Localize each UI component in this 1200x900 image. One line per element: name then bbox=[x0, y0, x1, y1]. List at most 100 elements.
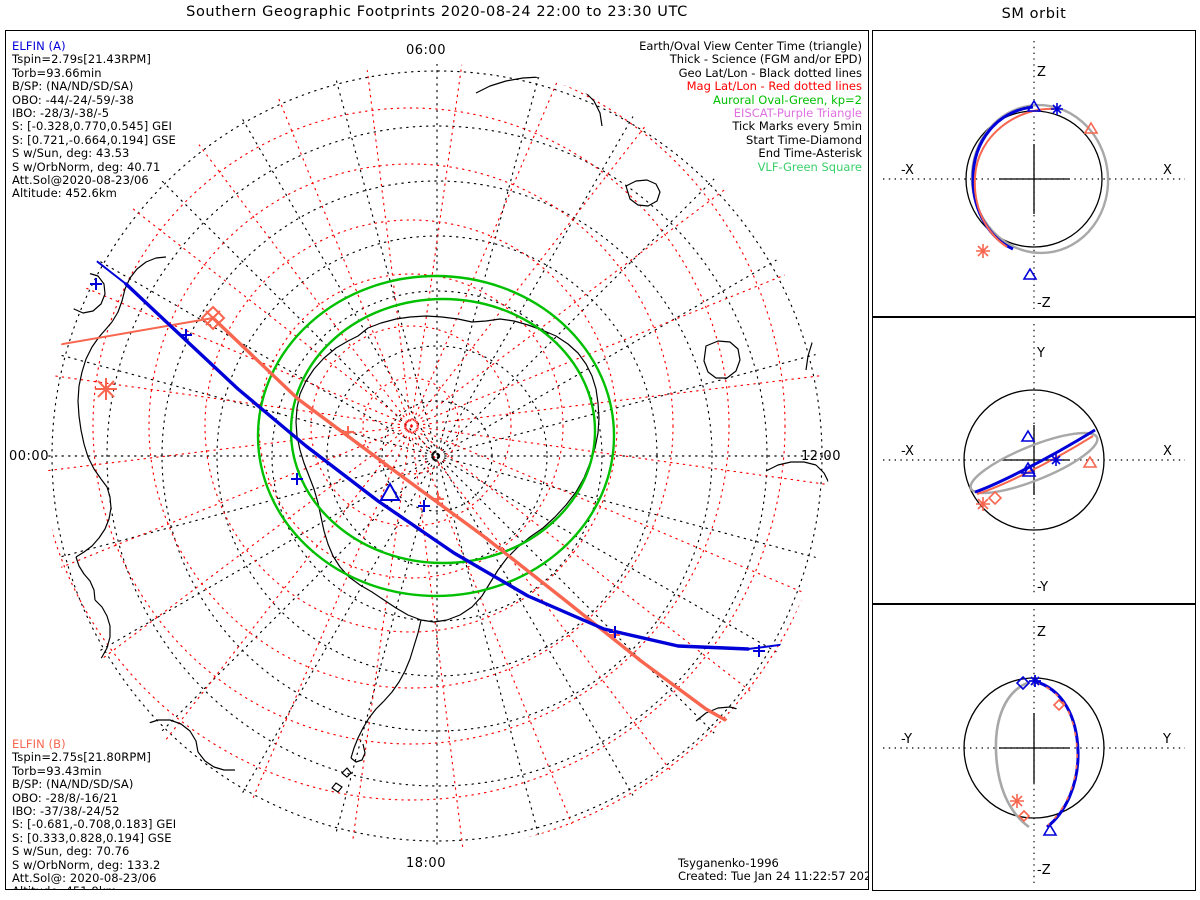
elfin-a-line-1: Torb=93.66min bbox=[12, 65, 102, 80]
axis-label-y-right-yz: Y bbox=[1163, 732, 1171, 747]
axis-label-y-left-yz: -Y bbox=[901, 732, 913, 747]
elfin-b-line-6: S: [0.333,0.828,0.194] GSE bbox=[12, 830, 172, 845]
elfin-a-line-8: S w/OrbNorm, deg: 40.71 bbox=[12, 159, 161, 174]
legend-item-vlf: VLF-Green Square bbox=[757, 159, 862, 174]
elfin-b-info: ELFIN (B) Tspin=2.75s[21.80RPM] Torb=93.… bbox=[12, 737, 177, 889]
elfin-a-center-triangle bbox=[379, 481, 401, 501]
axis-label-z-bottom-xz: -Z bbox=[1037, 296, 1051, 311]
elfin-b-line-4: IBO: -37/38/-24/52 bbox=[12, 804, 120, 819]
elfin-a-line-2: B/SP: (NA/ND/SD/SA) bbox=[12, 79, 134, 94]
mag-meridians bbox=[45, 64, 829, 848]
marker-triangle-blue-bottom-xz bbox=[1022, 267, 1038, 280]
page-title: Southern Geographic Footprints 2020-08-2… bbox=[186, 4, 688, 20]
elfin-a-info: ELFIN (A) Tspin=2.79s[21.43RPM] Torb=93.… bbox=[12, 39, 176, 201]
marker-asterisk-coral-xz bbox=[976, 244, 990, 258]
marker-asterisk-blue-yz bbox=[1029, 675, 1041, 687]
earth-circle-xy bbox=[963, 389, 1105, 531]
footprint-map-panel[interactable]: ELFIN (A) Tspin=2.79s[21.43RPM] Torb=93.… bbox=[5, 30, 869, 890]
auroral-oval bbox=[256, 274, 616, 598]
marker-diamond-blue-yz bbox=[1015, 675, 1031, 691]
marker-asterisk-coral-xy bbox=[976, 497, 990, 511]
elfin-a-line-10: Altitude: 452.6km bbox=[12, 186, 117, 201]
elfin-b-line-9: Att.Sol@: 2020-08-23/06 bbox=[12, 871, 157, 886]
orbit-elfin-a-yz bbox=[1033, 679, 1080, 829]
legend-item-geo-latlon: Geo Lat/Lon - Black dotted lines bbox=[678, 65, 862, 80]
elfin-b-line-8: S w/OrbNorm, deg: 133.2 bbox=[12, 857, 161, 872]
marker-asterisk-blue-xz bbox=[1051, 103, 1063, 115]
elfin-b-start-diamond bbox=[200, 305, 226, 331]
auroral-oval-inner bbox=[289, 297, 597, 565]
elfin-b-line-0: Tspin=2.75s[21.80RPM] bbox=[12, 750, 151, 765]
elfin-a-track bbox=[93, 258, 812, 651]
legend-item-start-time: Start Time-Diamond bbox=[746, 132, 862, 147]
sm-xy-markers bbox=[976, 429, 1098, 511]
elfin-b-line-2: B/SP: (NA/ND/SD/SA) bbox=[12, 777, 134, 792]
axis-label-x-right-xy: X bbox=[1163, 444, 1172, 459]
marker-triangle-blue-mid-xy bbox=[1020, 461, 1036, 474]
elfin-a-tick-marks bbox=[90, 278, 765, 657]
elfin-b-end-asterisk bbox=[95, 378, 117, 400]
auroral-oval-outer bbox=[256, 274, 616, 598]
sm-yz-center-cross bbox=[999, 713, 1069, 783]
orbit-elfin-a-xy bbox=[974, 428, 1096, 494]
marker-triangle-coral-xz bbox=[1083, 121, 1099, 134]
marker-asterisk-coral-yz bbox=[1010, 794, 1024, 808]
sm-yz-markers bbox=[1010, 675, 1066, 836]
map-legend: Earth/Oval View Center Time (triangle) T… bbox=[639, 39, 862, 174]
sm-xz-markers bbox=[976, 99, 1099, 280]
mag-latitude-circles bbox=[45, 64, 829, 848]
marker-asterisk-blue-xy bbox=[1050, 454, 1062, 466]
elfin-b-line-10: Altitude: 451.9km bbox=[12, 885, 176, 889]
elfin-b-line-7: S w/Sun, deg: 70.76 bbox=[12, 844, 130, 859]
legend-item-tick-marks: Tick Marks every 5min bbox=[732, 119, 862, 134]
legend-item-auroral-oval: Auroral Oval-Green, kp=2 bbox=[712, 92, 862, 107]
elfin-a-line-0: Tspin=2.79s[21.43RPM] bbox=[12, 52, 151, 67]
sm-orbit-panel-xz[interactable]: Z -Z -X X bbox=[872, 30, 1196, 317]
legend-item-thick-science: Thick - Science (FGM and/or EPD) bbox=[669, 52, 862, 67]
marker-triangle-blue-yz bbox=[1042, 823, 1058, 836]
elfin-b-header: ELFIN (B) bbox=[12, 737, 66, 751]
axis-label-z-top-yz: Z bbox=[1037, 625, 1046, 640]
sm-xz-center-cross bbox=[999, 144, 1069, 214]
sm-orbit-panel-yz[interactable]: Z -Z -Y Y bbox=[872, 604, 1196, 891]
elfin-b-line-5: S: [-0.681,-0.708,0.183] GEI bbox=[12, 817, 177, 832]
elfin-a-line-3: OBO: -44/-24/-59/-38 bbox=[12, 92, 134, 107]
orbit-elfin-b-xz bbox=[973, 107, 1055, 248]
sm-orbit-yz-graphic bbox=[883, 609, 1185, 885]
clock-label-1800: 18:00 bbox=[406, 856, 446, 871]
created-timestamp: Created: Tue Jan 24 11:22:57 2023 bbox=[678, 869, 869, 884]
coastlines bbox=[66, 76, 829, 793]
axis-label-y-top-xy: Y bbox=[1037, 346, 1045, 361]
sm-orbit-title: SM orbit bbox=[1001, 6, 1067, 22]
marker-diamond-coral-bottom-yz bbox=[1017, 809, 1031, 823]
elfin-a-markers bbox=[90, 278, 765, 657]
axis-label-x-left-xz: -X bbox=[901, 163, 914, 178]
elfin-b-tick-marks bbox=[342, 426, 773, 746]
sm-orbit-xz-graphic bbox=[883, 41, 1185, 309]
orbit-full-gray-xy bbox=[969, 431, 1099, 495]
sm-orbit-panel-xy[interactable]: Y -Y -X X bbox=[872, 317, 1196, 604]
legend-item-mag-latlon: Mag Lat/Lon - Red dotted lines bbox=[686, 79, 862, 94]
clock-label-0600: 06:00 bbox=[406, 43, 446, 58]
legend-item-center-time: Earth/Oval View Center Time (triangle) bbox=[639, 39, 862, 53]
earth-circle-yz bbox=[963, 677, 1105, 819]
legend-item-eiscat: EISCAT-Purple Triangle bbox=[733, 106, 862, 121]
axis-label-x-left-xy: -X bbox=[901, 444, 914, 459]
elfin-a-line-9: Att.Sol@2020-08-23/06 bbox=[12, 173, 149, 188]
orbit-elfin-a-xz bbox=[971, 105, 1034, 251]
elfin-a-line-6: S: [0.721,-0.664,0.194] GSE bbox=[12, 132, 176, 147]
clock-label-1200: 12:00 bbox=[801, 449, 841, 464]
marker-diamond-coral-xy bbox=[987, 490, 1003, 506]
elfin-b-line-1: Torb=93.43min bbox=[12, 763, 102, 778]
axis-label-z-bottom-yz: -Z bbox=[1037, 863, 1051, 878]
elfin-a-header: ELFIN (A) bbox=[12, 39, 66, 53]
legend-item-end-time: End Time-Asterisk bbox=[758, 146, 862, 161]
axis-label-y-bottom-xy: -Y bbox=[1037, 580, 1049, 595]
elfin-a-line-4: IBO: -28/3/-38/-5 bbox=[12, 106, 110, 121]
clock-label-0000: 00:00 bbox=[9, 449, 49, 464]
orbit-elfin-b-yz bbox=[1035, 682, 1078, 826]
axis-label-x-right-xz: X bbox=[1163, 163, 1172, 178]
marker-triangle-blue-upper-xy bbox=[1020, 429, 1036, 442]
credit-block: Tsyganenko-1996 Created: Tue Jan 24 11:2… bbox=[678, 856, 869, 884]
